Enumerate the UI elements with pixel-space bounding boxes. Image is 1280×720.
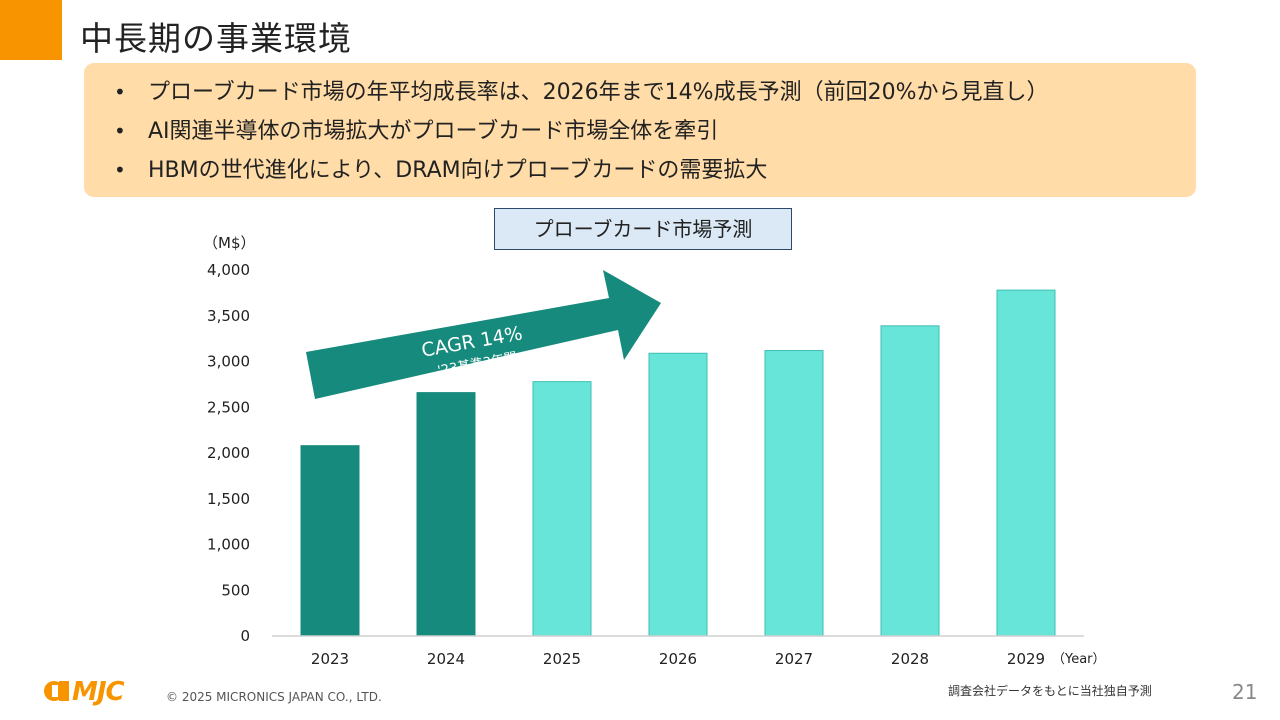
x-axis-unit: （Year）	[1052, 652, 1106, 667]
x-tick-label: 2026	[659, 650, 697, 668]
y-tick-label: 2,000	[207, 444, 250, 462]
bullet-list: プローブカード市場の年平均成長率は、2026年まで14%成長予測（前回20%から…	[84, 63, 1196, 190]
x-tick-label: 2023	[311, 650, 349, 668]
x-tick-label: 2028	[891, 650, 929, 668]
bar-2029	[996, 289, 1056, 637]
bar-2025	[532, 381, 592, 637]
bullet-item: AI関連半導体の市場拡大がプローブカード市場全体を牽引	[114, 112, 1196, 151]
y-tick-label: 1,000	[207, 536, 250, 554]
bullet-item: HBMの世代進化により、DRAM向けプローブカードの需要拡大	[114, 151, 1196, 190]
page-title: 中長期の事業環境	[80, 19, 352, 58]
bullet-item: プローブカード市場の年平均成長率は、2026年まで14%成長予測（前回20%から…	[114, 73, 1196, 112]
y-tick-label: 2,500	[207, 398, 250, 416]
y-tick-label: 4,000	[207, 261, 250, 279]
y-tick-label: 1,500	[207, 490, 250, 508]
bar-2023	[300, 445, 360, 637]
chart-title: プローブカード市場予測	[494, 208, 792, 250]
x-tick-label: 2027	[775, 650, 813, 668]
bar-2026	[648, 352, 708, 637]
logo-wordmark: MJC	[72, 677, 125, 707]
y-tick-label: 3,500	[207, 307, 250, 325]
cagr-arrow-group: CAGR 14%'23基準3年間	[306, 270, 661, 399]
y-tick-label: 500	[221, 581, 250, 599]
source-note: 調査会社データをもとに当社独自予測	[948, 684, 1152, 698]
accent-corner-block	[0, 0, 62, 60]
copyright-text: © 2025 MICRONICS JAPAN CO., LTD.	[166, 690, 382, 704]
page-number: 21	[1232, 680, 1258, 704]
bar-2028	[880, 325, 940, 637]
y-axis-unit: （M$）	[203, 234, 256, 252]
x-tick-label: 2029	[1007, 650, 1045, 668]
x-tick-label: 2025	[543, 650, 581, 668]
mjc-logo-icon	[44, 681, 69, 701]
bar-2027	[764, 350, 824, 637]
summary-box: プローブカード市場の年平均成長率は、2026年まで14%成長予測（前回20%から…	[84, 63, 1196, 197]
x-tick-label: 2024	[427, 650, 465, 668]
y-tick-label: 3,000	[207, 353, 250, 371]
y-tick-label: 0	[240, 627, 250, 645]
cagr-arrow-icon	[306, 270, 661, 399]
bar-2024	[416, 392, 476, 637]
